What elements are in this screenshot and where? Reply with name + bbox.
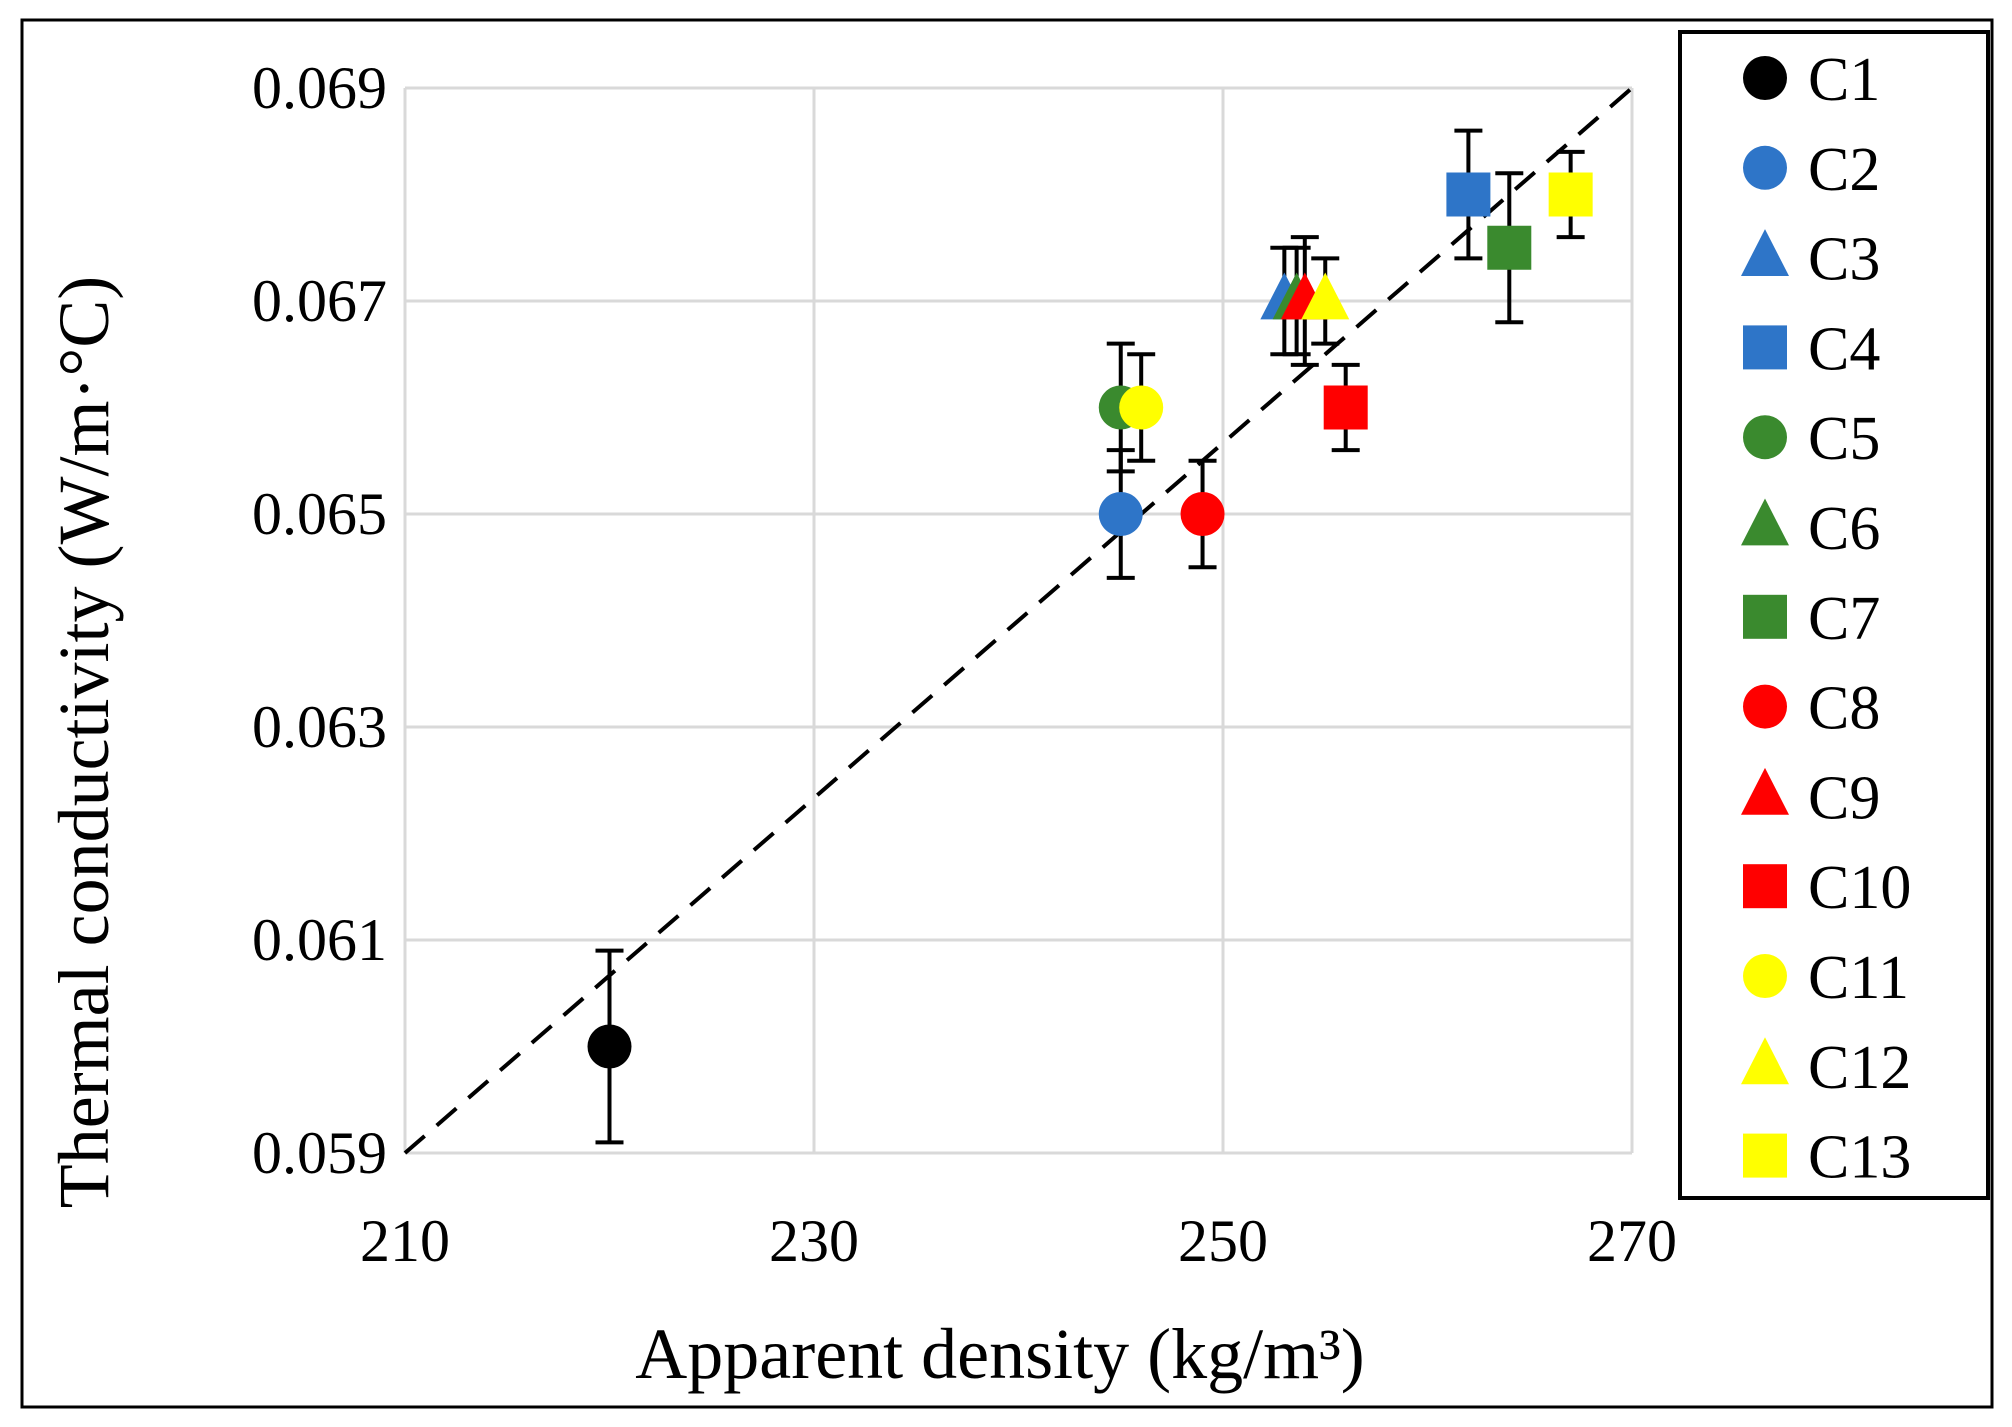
data-point-C1	[587, 1024, 632, 1069]
markers-layer	[587, 172, 1593, 1069]
x-tick-label: 270	[1587, 1208, 1677, 1274]
legend-label-C2: C2	[1808, 136, 1880, 204]
data-point-C11	[1119, 385, 1164, 430]
legend-marker-C13	[1743, 1133, 1787, 1178]
legend-label-C8: C8	[1808, 675, 1880, 743]
legend-label-C3: C3	[1808, 226, 1880, 294]
legend-label-C10: C10	[1808, 854, 1911, 922]
legend-marker-C7	[1743, 594, 1787, 639]
legend-label-C13: C13	[1808, 1124, 1911, 1192]
data-point-C4	[1446, 172, 1491, 217]
legend-label-C5: C5	[1808, 405, 1880, 473]
x-tick-label: 210	[360, 1208, 450, 1274]
legend-label-C11: C11	[1808, 944, 1909, 1012]
y-tick-label: 0.065	[252, 481, 387, 547]
data-point-C13	[1548, 172, 1593, 217]
legend-label-C12: C12	[1808, 1034, 1911, 1102]
legend-marker-C1	[1743, 56, 1787, 100]
x-tick-label: 230	[769, 1208, 859, 1274]
legend-marker-C9	[1741, 767, 1789, 815]
legend-marker-C6	[1741, 498, 1789, 546]
legend-marker-C3	[1741, 229, 1789, 276]
data-point-C8	[1180, 492, 1225, 536]
data-point-C10	[1323, 385, 1368, 430]
legend-marker-C10	[1743, 864, 1787, 909]
legend-label-C6: C6	[1808, 495, 1880, 563]
legend-marker-C12	[1741, 1037, 1789, 1085]
outer-frame	[20, 18, 1994, 1409]
legend-marker-C4	[1743, 325, 1787, 370]
y-tick-label: 0.063	[252, 694, 387, 760]
legend-box	[1678, 30, 1990, 1200]
legend-marker-C8	[1743, 684, 1787, 729]
data-point-C2	[1098, 492, 1143, 536]
data-point-C7	[1487, 225, 1532, 270]
legend-label-C9: C9	[1808, 764, 1880, 832]
y-axis-title: Thermal conductivity (W/m·°C)	[44, 276, 124, 1209]
tick-labels-layer: 210 230 250 270 0.059 0.061 0.063 0.065 0.067 0.0…	[252, 55, 1677, 1274]
legend: C1 C2 C3 C4 C5 C6 C7 C8 C9 C10 C11 C12 C13	[1678, 30, 1990, 1200]
data-point-C12	[1301, 272, 1350, 320]
y-tick-label: 0.069	[252, 55, 387, 121]
legend-marker-C11	[1743, 954, 1787, 998]
legend-label-C4: C4	[1808, 315, 1880, 383]
grid-lines	[403, 86, 1634, 1155]
y-tick-label: 0.059	[252, 1120, 387, 1186]
legend-label-C1: C1	[1808, 46, 1880, 114]
y-tick-label: 0.061	[252, 907, 387, 973]
x-tick-label: 250	[1178, 1208, 1268, 1274]
y-tick-label: 0.067	[252, 268, 387, 334]
legend-marker-C5	[1743, 415, 1787, 460]
legend-label-C7: C7	[1808, 585, 1880, 653]
legend-marker-C2	[1743, 145, 1787, 190]
x-axis-title: Apparent density (kg/m³)	[635, 1314, 1364, 1394]
